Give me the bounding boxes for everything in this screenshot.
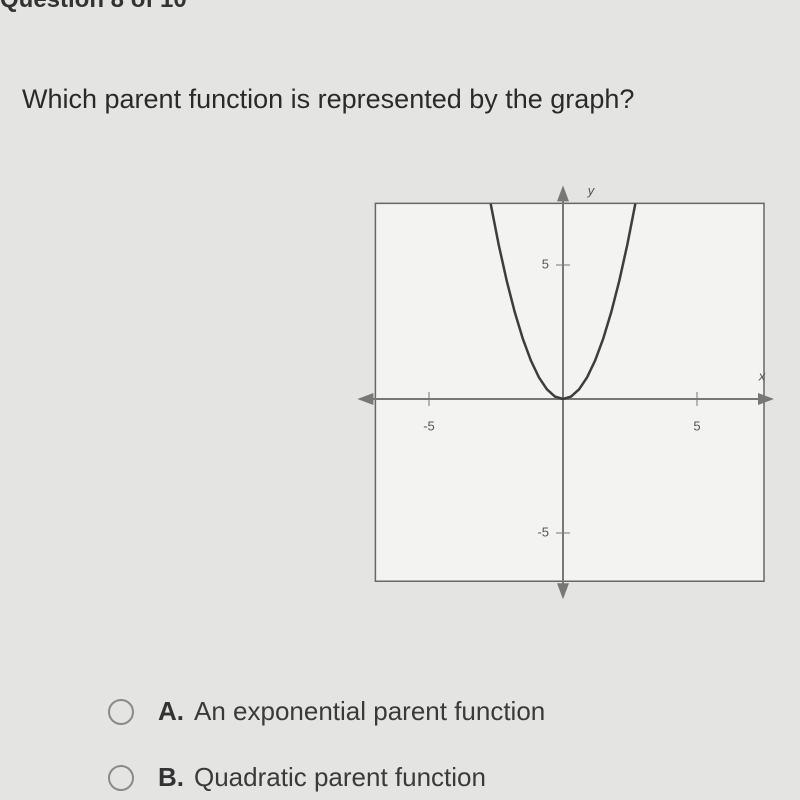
option[interactable]: A. An exponential parent function (108, 696, 545, 727)
question-counter: Question 8 of 10 (0, 0, 187, 14)
x-tick-label: 5 (693, 418, 700, 433)
curve (489, 203, 637, 401)
axis-label: x (758, 368, 766, 383)
arrow (557, 185, 569, 202)
option-text: An exponential parent function (194, 696, 546, 726)
question-text: Which parent function is represented by … (22, 84, 635, 114)
option[interactable]: B. Quadratic parent function (108, 762, 486, 793)
y-tick-label: 5 (542, 256, 549, 271)
option-letter: B. (158, 762, 184, 792)
arrow (758, 393, 774, 405)
option-text: Quadratic parent function (194, 762, 486, 792)
plot-area (374, 202, 765, 582)
y-tick-label: -5 (537, 524, 549, 539)
x-tick-label: -5 (423, 418, 435, 433)
radio-button[interactable] (108, 698, 134, 725)
axis-label: y (587, 183, 596, 198)
radio-button[interactable] (108, 764, 134, 791)
arrow (357, 393, 374, 405)
arrow (557, 583, 569, 600)
option-letter: A. (158, 696, 184, 726)
